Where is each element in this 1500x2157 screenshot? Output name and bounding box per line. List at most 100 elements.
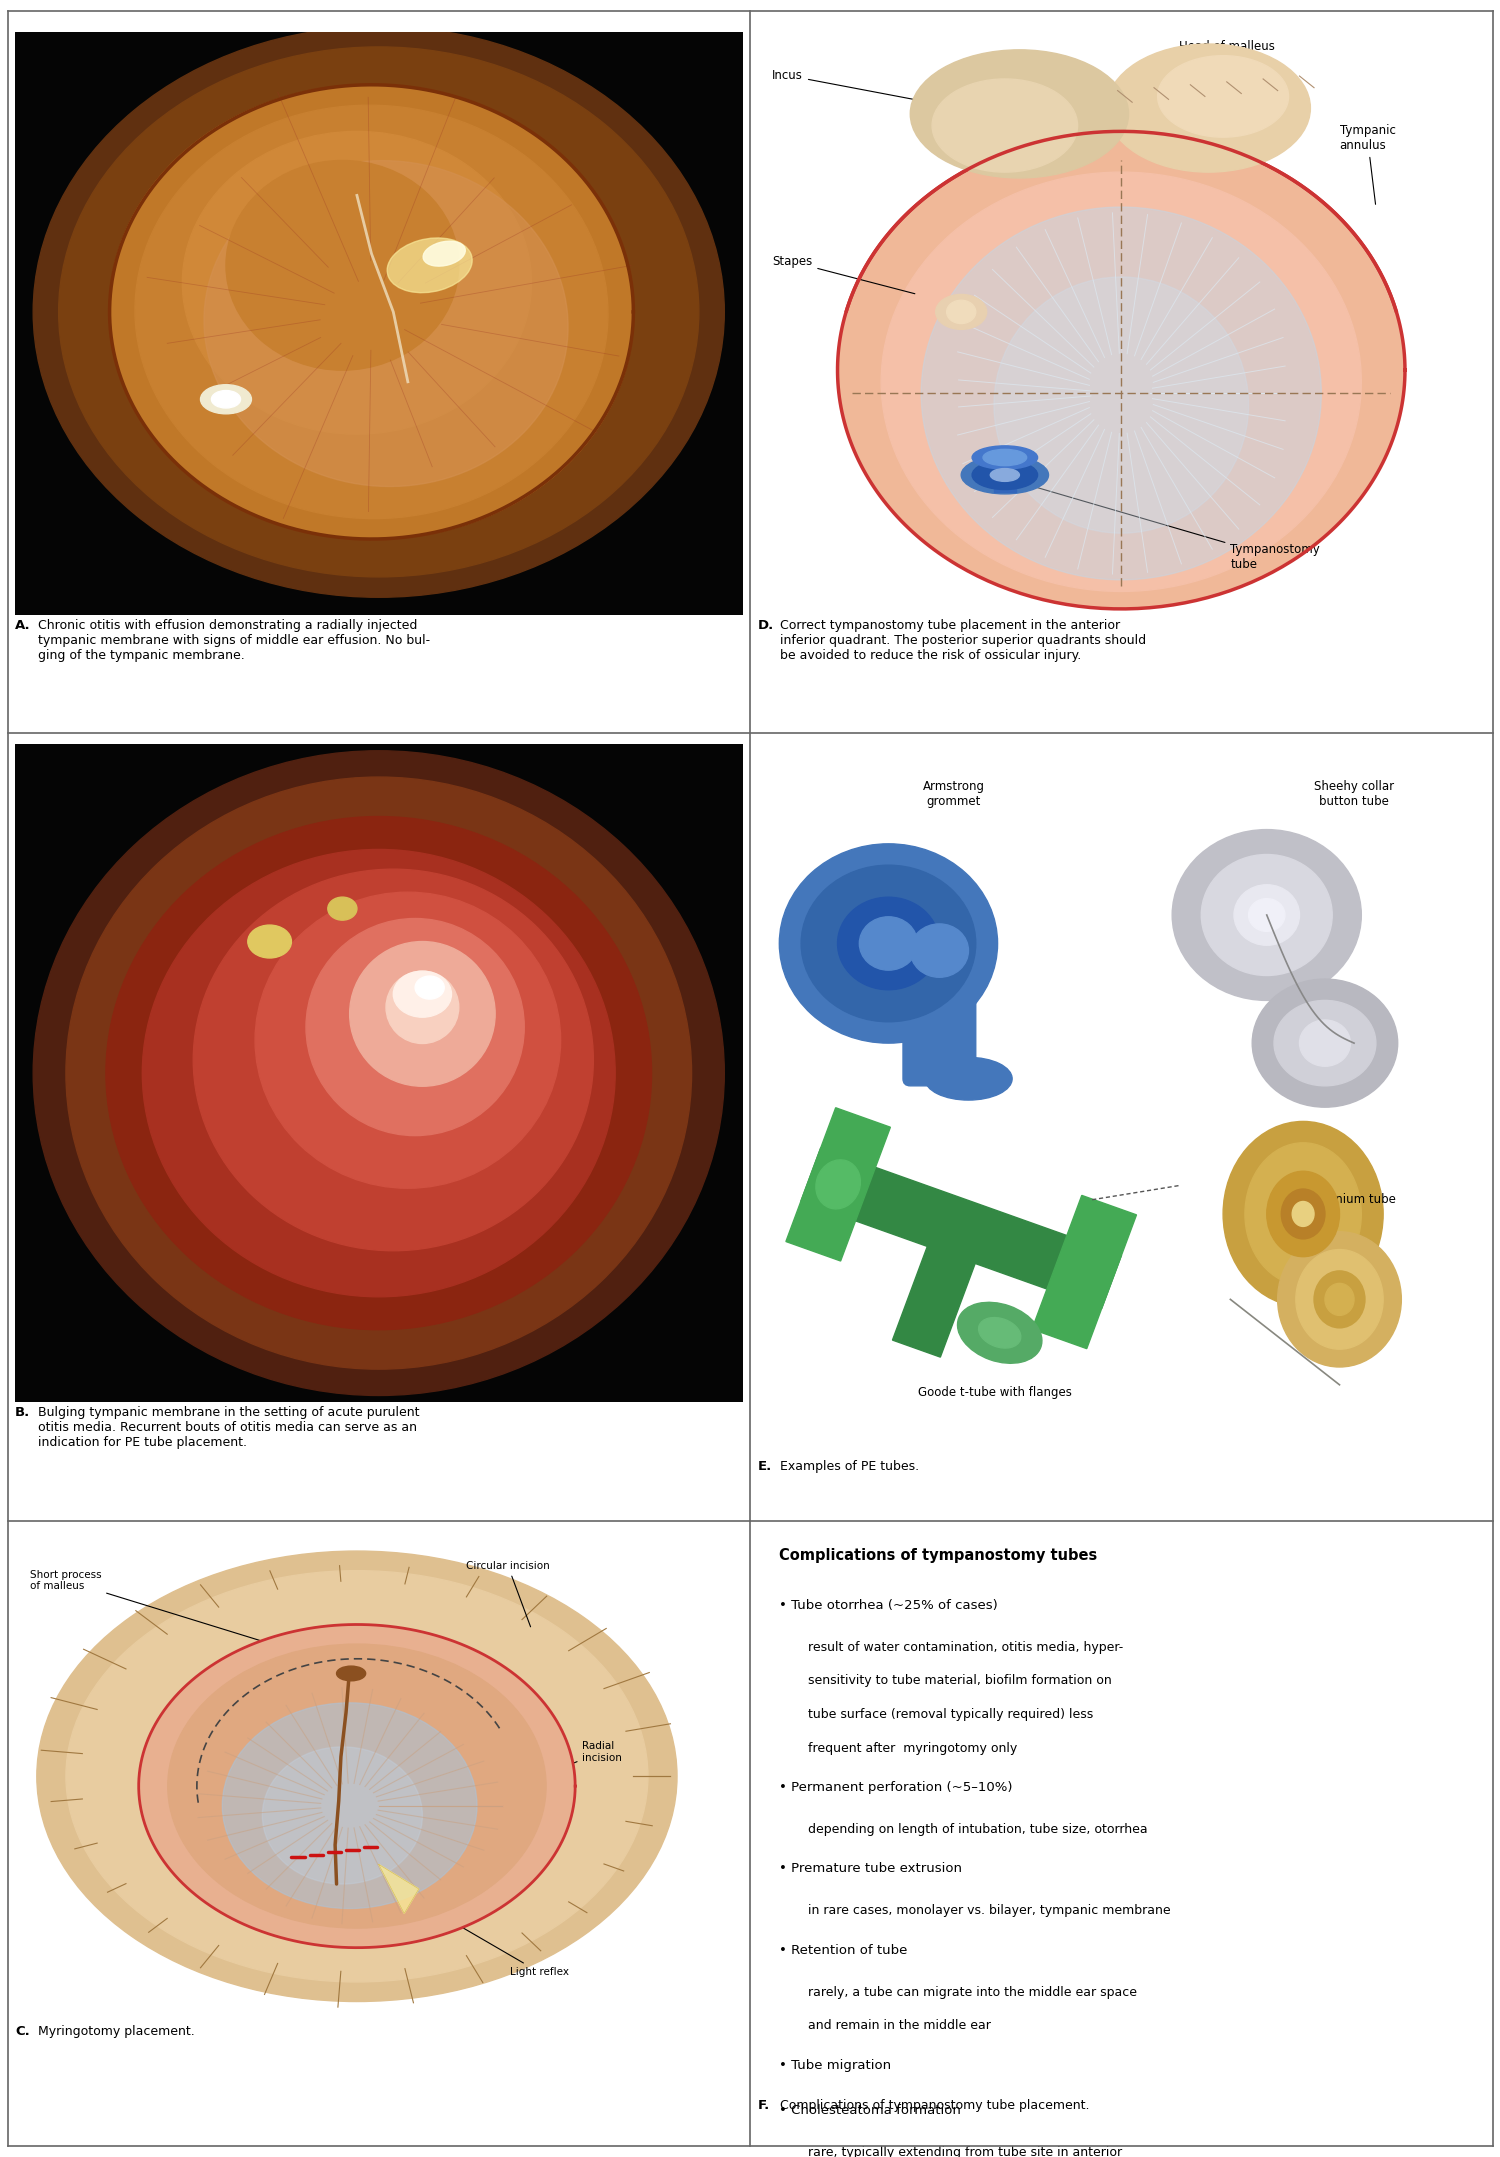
Ellipse shape: [168, 1644, 546, 1928]
Text: • Tube migration: • Tube migration: [780, 2058, 891, 2071]
Text: Head of malleus: Head of malleus: [1179, 39, 1275, 88]
Polygon shape: [786, 1109, 891, 1262]
Text: F.: F.: [758, 2099, 770, 2112]
Ellipse shape: [932, 80, 1077, 173]
Ellipse shape: [194, 869, 594, 1251]
Text: C.: C.: [15, 2025, 30, 2038]
Ellipse shape: [910, 923, 969, 977]
Text: Sheehy collar
button tube: Sheehy collar button tube: [1314, 781, 1394, 807]
FancyBboxPatch shape: [903, 943, 975, 1085]
Ellipse shape: [423, 242, 465, 265]
Text: • Retention of tube: • Retention of tube: [780, 1943, 908, 1956]
Ellipse shape: [946, 300, 975, 324]
Ellipse shape: [921, 207, 1322, 580]
Ellipse shape: [926, 1057, 1013, 1100]
Text: Circular incision: Circular incision: [466, 1562, 550, 1626]
Ellipse shape: [837, 132, 1406, 608]
Text: • Tube otorrhea (~25% of cases): • Tube otorrhea (~25% of cases): [780, 1598, 998, 1611]
Text: D.: D.: [758, 619, 774, 632]
Ellipse shape: [255, 893, 561, 1189]
Ellipse shape: [816, 1160, 861, 1208]
Text: Bulging tympanic membrane in the setting of acute purulent
otitis media. Recurre: Bulging tympanic membrane in the setting…: [38, 1406, 418, 1450]
Text: Myringotomy placement.: Myringotomy placement.: [38, 2025, 195, 2038]
Ellipse shape: [1314, 1270, 1365, 1329]
Ellipse shape: [957, 1303, 1042, 1363]
Ellipse shape: [1172, 830, 1362, 1001]
Ellipse shape: [972, 446, 1038, 468]
Ellipse shape: [106, 818, 651, 1329]
Ellipse shape: [350, 943, 495, 1087]
Ellipse shape: [66, 777, 692, 1370]
Ellipse shape: [142, 850, 615, 1296]
Ellipse shape: [183, 132, 531, 434]
Text: Examples of PE tubes.: Examples of PE tubes.: [780, 1460, 920, 1473]
Text: • Permanent perforation (~5–10%): • Permanent perforation (~5–10%): [780, 1782, 1012, 1795]
Text: • Premature tube extrusion: • Premature tube extrusion: [780, 1861, 963, 1874]
Ellipse shape: [135, 106, 608, 518]
Polygon shape: [892, 1247, 975, 1357]
Ellipse shape: [1248, 899, 1286, 932]
Ellipse shape: [1266, 1171, 1340, 1258]
Ellipse shape: [1107, 43, 1311, 173]
Ellipse shape: [226, 160, 459, 371]
Text: • Cholesteatoma formation: • Cholesteatoma formation: [780, 2103, 962, 2116]
Ellipse shape: [859, 917, 918, 971]
Ellipse shape: [306, 919, 525, 1135]
Ellipse shape: [38, 1551, 676, 2002]
Ellipse shape: [1245, 1143, 1362, 1286]
Ellipse shape: [262, 1747, 423, 1883]
Text: B.: B.: [15, 1406, 30, 1419]
Text: depending on length of intubation, tube size, otorrhea: depending on length of intubation, tube …: [808, 1823, 1148, 1836]
Ellipse shape: [58, 47, 699, 576]
Ellipse shape: [110, 84, 633, 539]
Text: Armstrong
grommet: Armstrong grommet: [922, 781, 986, 807]
Ellipse shape: [982, 449, 1026, 466]
Ellipse shape: [336, 1665, 366, 1680]
Ellipse shape: [138, 1624, 574, 1948]
Text: tube surface (removal typically required) less: tube surface (removal typically required…: [808, 1708, 1094, 1721]
Text: Complications of tympanostomy tube placement.: Complications of tympanostomy tube place…: [780, 2099, 1089, 2112]
Ellipse shape: [990, 468, 1020, 481]
Text: E.: E.: [758, 1460, 771, 1473]
Ellipse shape: [1222, 1122, 1383, 1307]
Ellipse shape: [66, 1570, 648, 1982]
Ellipse shape: [1296, 1249, 1383, 1350]
Ellipse shape: [962, 455, 1048, 494]
Ellipse shape: [1299, 1020, 1350, 1066]
Text: Tympanostomy
tube: Tympanostomy tube: [1036, 487, 1320, 572]
Polygon shape: [801, 1148, 1122, 1309]
Ellipse shape: [33, 751, 724, 1396]
Text: Complications of tympanostomy tubes: Complications of tympanostomy tubes: [780, 1549, 1098, 1564]
Ellipse shape: [201, 384, 252, 414]
Ellipse shape: [33, 26, 724, 597]
Ellipse shape: [837, 897, 939, 990]
Polygon shape: [378, 1864, 419, 1913]
Text: rare, typically extending from tube site in anterior: rare, typically extending from tube site…: [808, 2146, 1122, 2157]
Text: frequent after  myringotomy only: frequent after myringotomy only: [808, 1743, 1017, 1756]
Ellipse shape: [1292, 1201, 1314, 1227]
Ellipse shape: [880, 173, 1362, 591]
Ellipse shape: [910, 50, 1128, 179]
Text: Light reflex: Light reflex: [432, 1909, 568, 1978]
Text: Goode t-tube with flanges: Goode t-tube with flanges: [918, 1387, 1071, 1400]
Ellipse shape: [393, 971, 452, 1018]
Ellipse shape: [328, 897, 357, 921]
Ellipse shape: [387, 237, 472, 293]
Polygon shape: [1032, 1195, 1137, 1348]
Ellipse shape: [994, 276, 1248, 533]
Ellipse shape: [1274, 1001, 1376, 1085]
Ellipse shape: [1281, 1189, 1324, 1238]
Text: Stapes: Stapes: [772, 255, 915, 293]
Text: Incus: Incus: [772, 69, 987, 114]
Ellipse shape: [1158, 56, 1288, 138]
Ellipse shape: [222, 1702, 477, 1909]
Ellipse shape: [1324, 1283, 1354, 1316]
Text: in rare cases, monolayer vs. bilayer, tympanic membrane: in rare cases, monolayer vs. bilayer, ty…: [808, 1905, 1172, 1918]
Text: A.: A.: [15, 619, 30, 632]
Text: Short process
of malleus: Short process of malleus: [30, 1570, 333, 1663]
Text: Radial
incision: Radial incision: [454, 1741, 622, 1810]
Ellipse shape: [248, 925, 291, 958]
Ellipse shape: [936, 296, 987, 330]
Ellipse shape: [211, 390, 240, 408]
Text: Tympanic
annulus: Tympanic annulus: [1340, 123, 1395, 205]
